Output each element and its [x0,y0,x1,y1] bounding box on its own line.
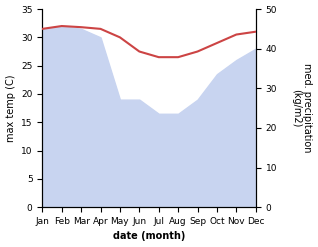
Y-axis label: max temp (C): max temp (C) [5,74,16,142]
Y-axis label: med. precipitation
(kg/m2): med. precipitation (kg/m2) [291,63,313,153]
X-axis label: date (month): date (month) [113,231,185,242]
